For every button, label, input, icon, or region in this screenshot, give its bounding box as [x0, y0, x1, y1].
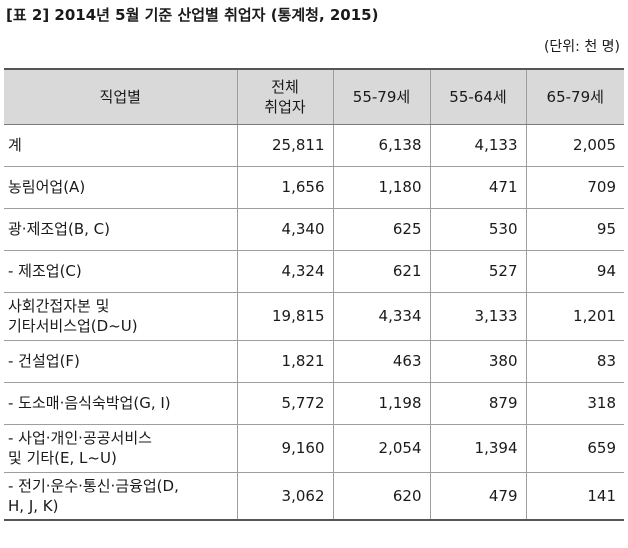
- cell-65-79: 709: [525, 165, 624, 209]
- cell-55-79: 463: [332, 339, 431, 383]
- header-cell-total: 전체 취업자: [236, 68, 334, 125]
- header-label: 65-79세: [546, 87, 604, 106]
- cell-55-64: 380: [429, 339, 527, 383]
- table-row: 사회간접자본 및 기타서비스업(D~U) 19,815 4,334 3,133 1…: [4, 291, 624, 341]
- table-row: 광·제조업(B, C) 4,340 625 530 95: [4, 207, 624, 251]
- header-label: 전체 취업자: [264, 77, 306, 116]
- cell-55-79: 1,180: [332, 165, 431, 209]
- cell-total: 4,340: [236, 207, 334, 251]
- cell-55-64: 530: [429, 207, 527, 251]
- table-row: 농림어업(A) 1,656 1,180 471 709: [4, 165, 624, 209]
- cell-55-64: 1,394: [429, 423, 527, 473]
- cell-65-79: 141: [525, 471, 624, 521]
- employment-table-container: 직업별 전체 취업자 55-79세 55-64세 65-79세 계 25,811: [4, 68, 624, 521]
- cell-55-64: 4,133: [429, 123, 527, 167]
- header-cell-65-79: 65-79세: [525, 68, 624, 125]
- header-label: 55-64세: [449, 87, 507, 106]
- row-label: 사회간접자본 및 기타서비스업(D~U): [4, 291, 238, 341]
- table-row: - 전기·운수·통신·금융업(D, H, J, K) 3,062 620 479 …: [4, 471, 624, 521]
- cell-55-64: 879: [429, 381, 527, 425]
- cell-55-64: 3,133: [429, 291, 527, 341]
- unit-note: (단위: 천 명): [543, 39, 620, 55]
- header-label: 55-79세: [352, 87, 411, 106]
- header-cell-category: 직업별: [4, 68, 238, 125]
- header-label: 직업별: [99, 87, 141, 106]
- cell-65-79: 1,201: [525, 291, 624, 341]
- cell-55-64: 479: [429, 471, 527, 521]
- row-label: - 건설업(F): [4, 339, 238, 383]
- cell-total: 25,811: [236, 123, 334, 167]
- cell-total: 9,160: [236, 423, 334, 473]
- cell-total: 5,772: [236, 381, 334, 425]
- table-row: - 도소매·음식숙박업(G, I) 5,772 1,198 879 318: [4, 381, 624, 425]
- header-cell-55-79: 55-79세: [332, 68, 431, 125]
- table-row: - 건설업(F) 1,821 463 380 83: [4, 339, 624, 383]
- row-label: 계: [4, 123, 238, 167]
- cell-total: 4,324: [236, 249, 334, 293]
- cell-55-79: 1,198: [332, 381, 431, 425]
- cell-55-79: 625: [332, 207, 431, 251]
- cell-65-79: 95: [525, 207, 624, 251]
- row-label: 농림어업(A): [4, 165, 238, 209]
- cell-55-79: 4,334: [332, 291, 431, 341]
- cell-55-79: 620: [332, 471, 431, 521]
- row-label: 광·제조업(B, C): [4, 207, 238, 251]
- table-title: [표 2] 2014년 5월 기준 산업별 취업자 (통계청, 2015): [6, 6, 379, 24]
- employment-table: 직업별 전체 취업자 55-79세 55-64세 65-79세 계 25,811: [4, 68, 624, 521]
- cell-total: 3,062: [236, 471, 334, 521]
- cell-total: 1,821: [236, 339, 334, 383]
- row-label: - 제조업(C): [4, 249, 238, 293]
- cell-65-79: 659: [525, 423, 624, 473]
- cell-65-79: 2,005: [525, 123, 624, 167]
- cell-55-79: 6,138: [332, 123, 431, 167]
- row-label: - 전기·운수·통신·금융업(D, H, J, K): [4, 471, 238, 521]
- table-row: - 사업·개인·공공서비스 및 기타(E, L~U) 9,160 2,054 1,…: [4, 423, 624, 473]
- header-cell-55-64: 55-64세: [429, 68, 527, 125]
- cell-65-79: 83: [525, 339, 624, 383]
- cell-55-79: 2,054: [332, 423, 431, 473]
- cell-65-79: 318: [525, 381, 624, 425]
- header-row: 직업별 전체 취업자 55-79세 55-64세 65-79세: [4, 68, 624, 125]
- cell-total: 1,656: [236, 165, 334, 209]
- row-label: - 도소매·음식숙박업(G, I): [4, 381, 238, 425]
- cell-55-79: 621: [332, 249, 431, 293]
- table-row: 계 25,811 6,138 4,133 2,005: [4, 123, 624, 167]
- row-label: - 사업·개인·공공서비스 및 기타(E, L~U): [4, 423, 238, 473]
- cell-55-64: 471: [429, 165, 527, 209]
- table-row: - 제조업(C) 4,324 621 527 94: [4, 249, 624, 293]
- cell-65-79: 94: [525, 249, 624, 293]
- cell-55-64: 527: [429, 249, 527, 293]
- cell-total: 19,815: [236, 291, 334, 341]
